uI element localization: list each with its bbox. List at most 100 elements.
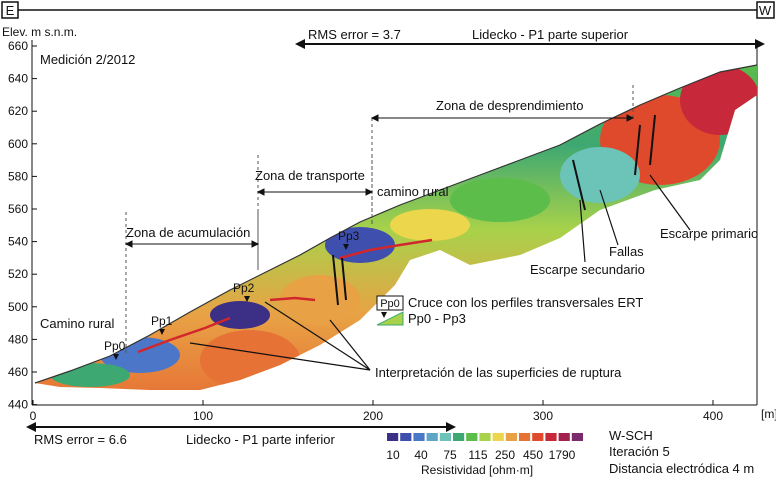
color-swatch bbox=[413, 433, 425, 441]
bottom-section: RMS error = 6.6 Lidecko - P1 parte infer… bbox=[26, 422, 456, 447]
green-zone-toe bbox=[50, 363, 130, 387]
pp2-label: Pp2 bbox=[233, 281, 255, 295]
y-tick-label: 620 bbox=[8, 104, 28, 118]
cross-legend-badge-text: Pp0 bbox=[380, 298, 400, 310]
cross-legend-badge bbox=[376, 295, 404, 311]
zona-transporte: Zona de transporte bbox=[255, 168, 365, 183]
color-swatch bbox=[387, 433, 399, 441]
top-section: RMS error = 3.7 Lidecko - P1 parte super… bbox=[295, 27, 765, 49]
low-res-zone-mid bbox=[325, 227, 395, 263]
color-bar-ticks: 10 40 75 115 250 450 1790 bbox=[386, 448, 575, 462]
x-tick-label: 400 bbox=[703, 409, 723, 423]
color-swatch bbox=[439, 433, 451, 441]
transporte-head-r bbox=[365, 188, 374, 196]
acumulacion-head-l bbox=[124, 240, 133, 248]
leader-escarpe-primario bbox=[649, 174, 691, 231]
y-tick-label: 500 bbox=[8, 300, 28, 314]
resistivity-label: Resistividad [ohm·m] bbox=[421, 463, 533, 477]
pp2-marker bbox=[244, 296, 250, 302]
info-line1: W-SCH bbox=[609, 428, 653, 443]
y-tick-label: 660 bbox=[8, 39, 28, 53]
faults bbox=[332, 114, 656, 306]
camino-rural-lower: Camino rural bbox=[40, 316, 115, 331]
fault-4 bbox=[634, 124, 641, 176]
ground-surface bbox=[34, 64, 758, 384]
bottom-arrow-right-head bbox=[446, 422, 456, 432]
escarpe-primario: Escarpe primario bbox=[660, 226, 758, 241]
low-res-lens bbox=[210, 301, 270, 329]
escarpe-secundario: Escarpe secundario bbox=[530, 262, 645, 277]
transporte-head-l bbox=[256, 188, 265, 196]
leader-1 bbox=[189, 342, 371, 371]
y-tick-label: 640 bbox=[8, 72, 28, 86]
leader-lines bbox=[189, 174, 691, 371]
pp3-label: Pp3 bbox=[338, 229, 360, 243]
leader-3 bbox=[329, 319, 371, 371]
leader-fallas bbox=[599, 189, 619, 246]
west-box bbox=[756, 1, 775, 19]
color-swatch bbox=[519, 433, 531, 441]
leader-2 bbox=[264, 301, 371, 371]
top-arrow-left-head bbox=[295, 39, 305, 49]
x-axis-unit: [m] bbox=[761, 407, 776, 421]
zona-acumulacion: Zona de acumulación bbox=[126, 225, 250, 240]
mid-res-zone bbox=[450, 178, 550, 222]
rupture-surfaces bbox=[137, 238, 433, 354]
zones bbox=[125, 85, 634, 355]
color-tick-label: 40 bbox=[414, 448, 428, 462]
west-label: W bbox=[759, 3, 772, 18]
annotations: camino rural Camino rural Escarpe primar… bbox=[40, 174, 758, 380]
color-tick-label: 450 bbox=[523, 448, 543, 462]
pp0-marker bbox=[113, 354, 119, 360]
bottom-arrow-left-head bbox=[26, 422, 36, 432]
color-swatch bbox=[532, 433, 544, 441]
cross-legend: Pp0 Cruce con los perfiles transversales… bbox=[376, 295, 643, 326]
axes: Elev. m s.n.m. 660 640 620 600 580 560 540 520 5… bbox=[2, 25, 776, 423]
y-tick-label: 480 bbox=[8, 332, 28, 346]
color-tick-label: 75 bbox=[443, 448, 457, 462]
color-swatch bbox=[479, 433, 491, 441]
pp1-label: Pp1 bbox=[151, 314, 173, 328]
top-title: Lidecko - P1 parte superior bbox=[472, 27, 629, 42]
header: E W bbox=[1, 1, 775, 19]
y-ticks: 660 640 620 600 580 560 540 520 500 480 460 440 bbox=[8, 39, 37, 412]
orange-zone-lower bbox=[200, 330, 300, 390]
color-swatch bbox=[400, 433, 412, 441]
y-tick-label: 560 bbox=[8, 202, 28, 216]
y-tick-label: 580 bbox=[8, 169, 28, 183]
color-swatch bbox=[558, 433, 570, 441]
rupture-line-1 bbox=[137, 316, 231, 354]
top-arrow-right-head bbox=[755, 39, 765, 49]
y-tick-label: 440 bbox=[8, 398, 28, 412]
color-swatch bbox=[571, 433, 583, 441]
measurement-label: Medición 2/2012 bbox=[40, 52, 135, 67]
y-tick-label: 600 bbox=[8, 137, 28, 151]
top-rms: RMS error = 3.7 bbox=[308, 27, 401, 42]
yellow-zone bbox=[390, 209, 470, 241]
fault-3 bbox=[572, 159, 586, 211]
y-axis-label: Elev. m s.n.m. bbox=[2, 25, 77, 39]
color-tick-label: 250 bbox=[495, 448, 515, 462]
rupture-line-2 bbox=[269, 296, 316, 302]
x-tick-label: 300 bbox=[533, 409, 553, 423]
desprendimiento-head-r bbox=[626, 114, 635, 122]
info-block: W-SCH Iteración 5 Distancia electródica … bbox=[609, 428, 754, 476]
desprendimiento-head-l bbox=[370, 114, 379, 122]
east-label: E bbox=[6, 3, 15, 18]
info-line2: Iteración 5 bbox=[609, 444, 670, 459]
rupture-line-3 bbox=[339, 238, 433, 260]
pp1-marker bbox=[159, 329, 165, 335]
acumulacion-head-r bbox=[251, 240, 260, 248]
camino-rural-upper: camino rural bbox=[377, 184, 449, 199]
fault-5 bbox=[649, 114, 656, 166]
resistivity-scale: 10 40 75 115 250 450 1790 Resistividad [ohm·m] bbox=[386, 433, 583, 477]
zone-arrows bbox=[124, 114, 635, 248]
color-swatch bbox=[505, 433, 517, 441]
color-tick-label: 10 bbox=[386, 448, 400, 462]
x-ticks: 0 100 200 300 400 bbox=[30, 400, 723, 423]
color-tick-label: 115 bbox=[468, 448, 487, 462]
pp3-marker bbox=[343, 244, 349, 250]
high-res-core-upper bbox=[680, 65, 757, 135]
color-tick-label: 1790 bbox=[549, 448, 576, 462]
